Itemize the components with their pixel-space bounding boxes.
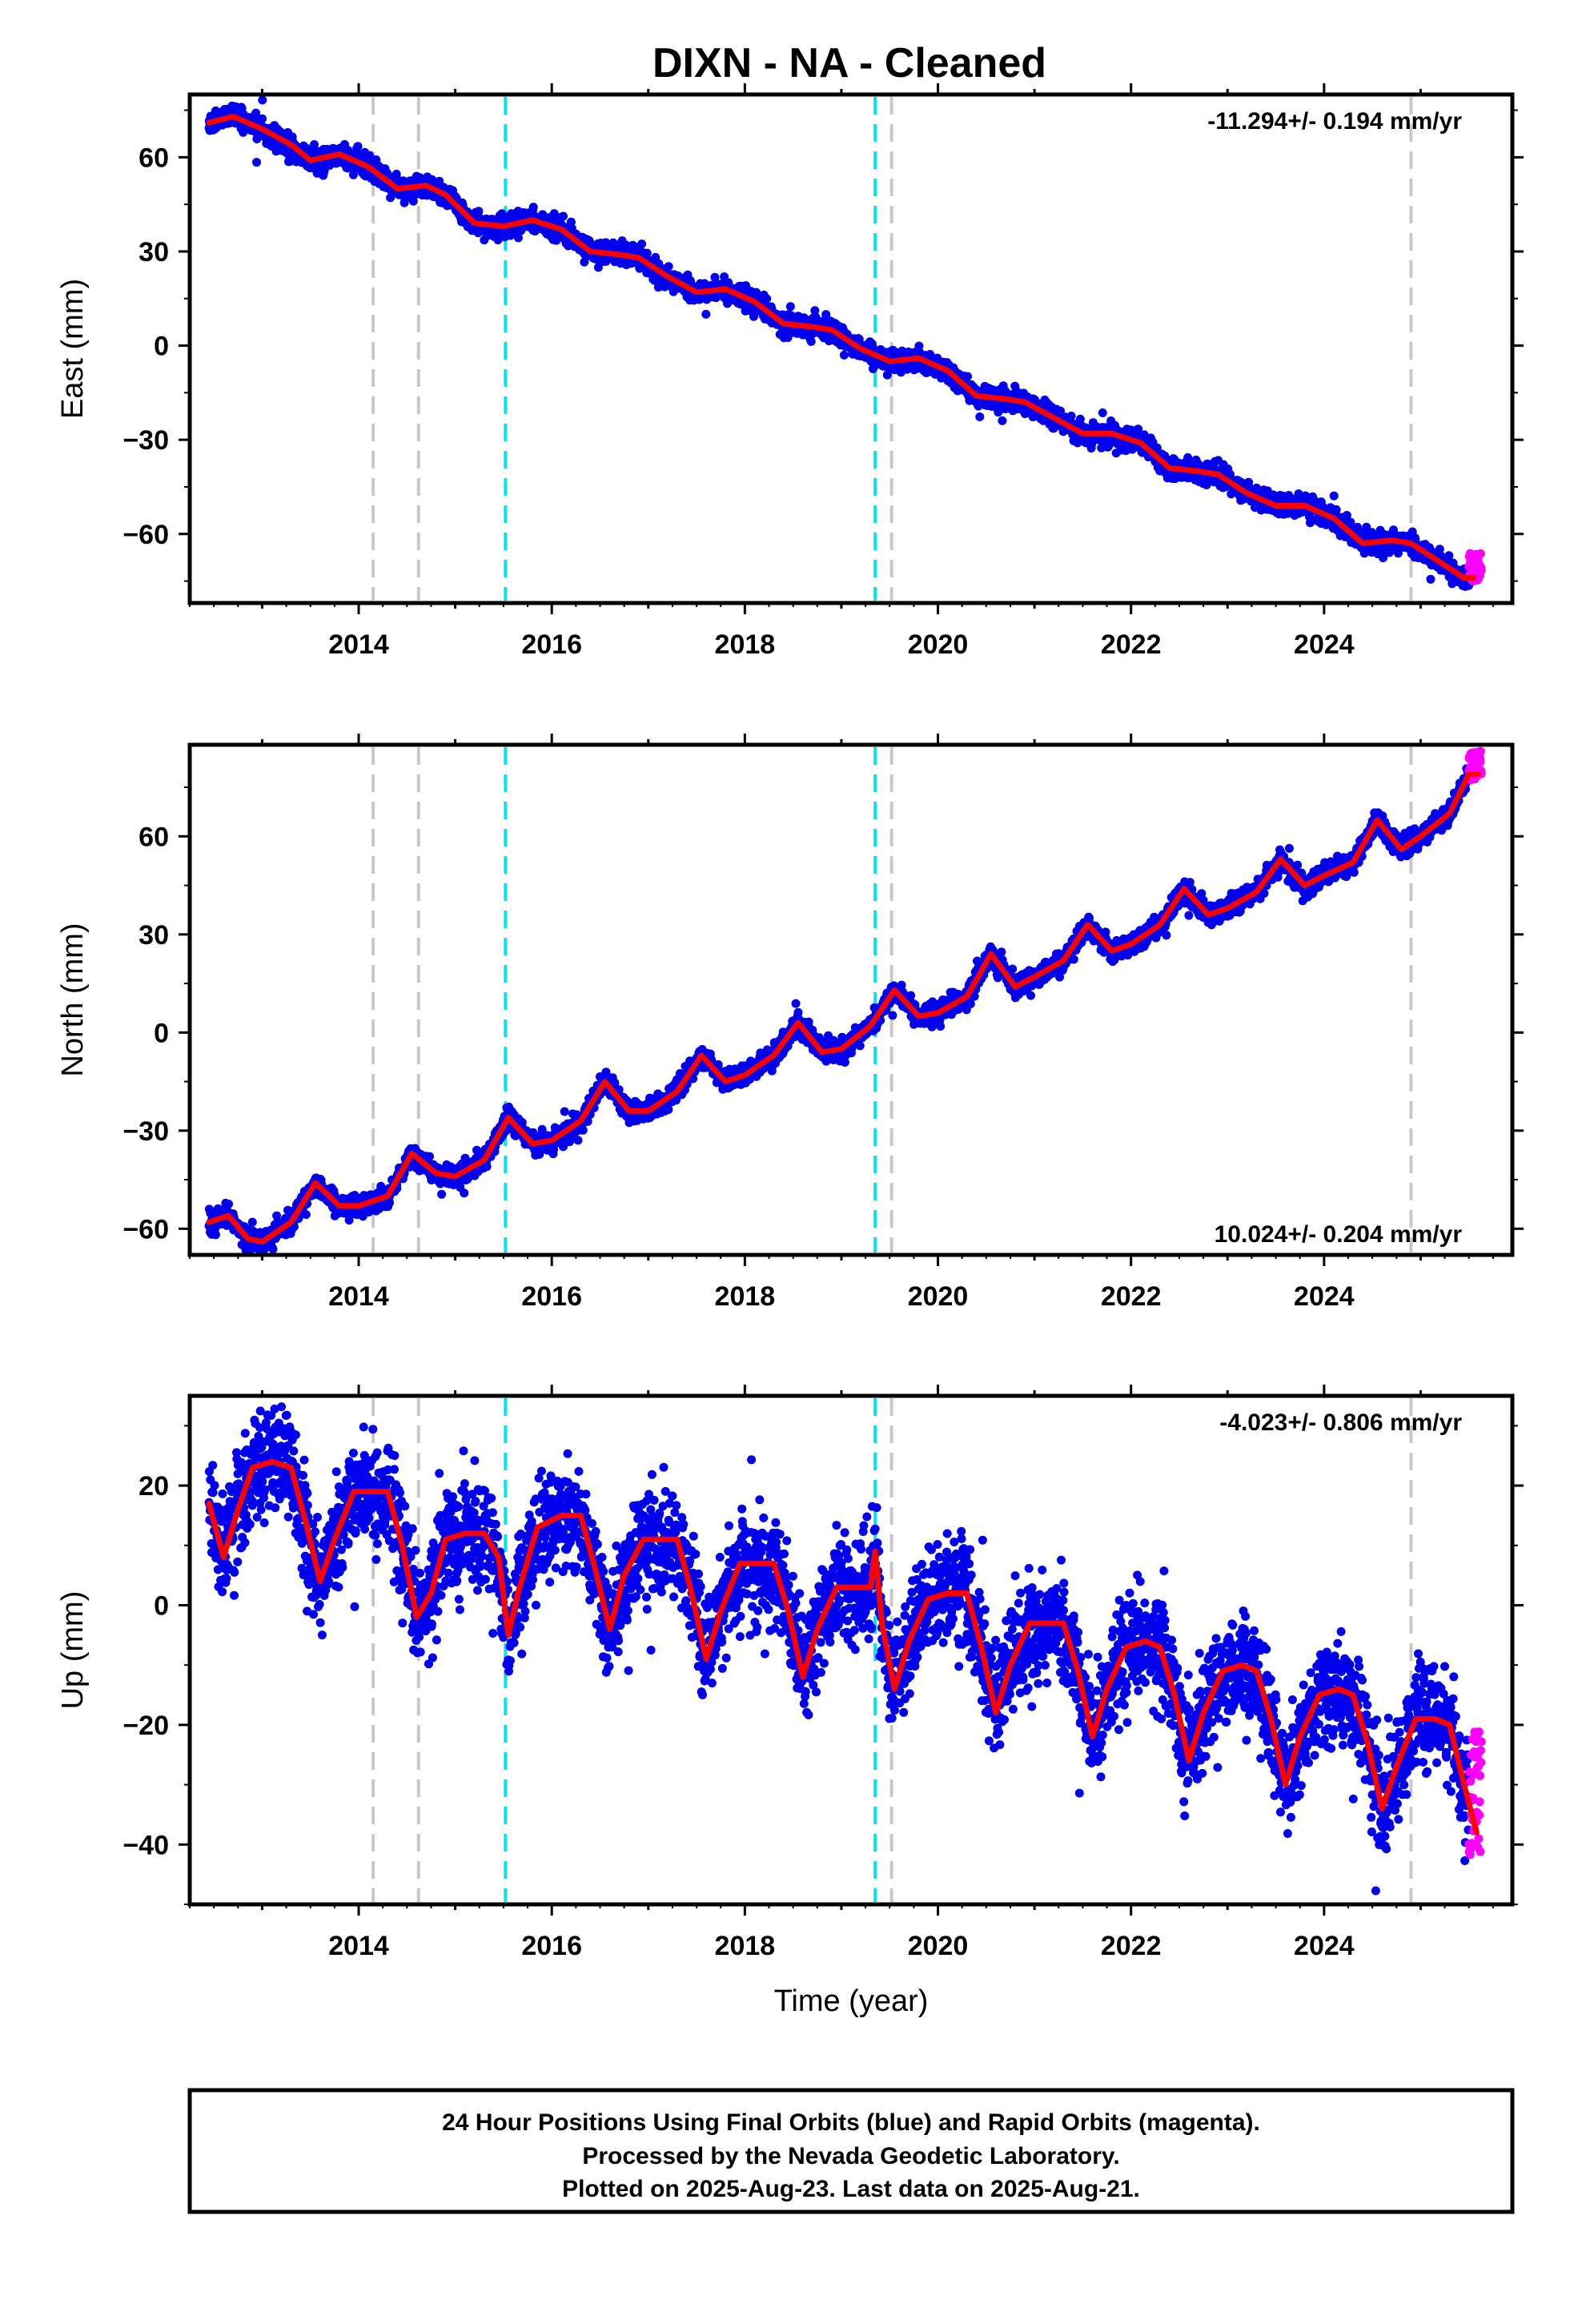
y-axis-label: East (mm) (56, 279, 90, 419)
y-tick-label: 0 (154, 332, 169, 362)
x-tick-label: 2014 (328, 629, 389, 660)
data-point-final-orbit (559, 211, 568, 221)
data-point-final-orbit (224, 1200, 233, 1208)
data-point-final-orbit (1066, 412, 1076, 420)
panels-group: 2014 2016 2018 2020 2022 2024 −60 −30 0 30 60 East … (56, 83, 1524, 2018)
data-point-final-orbit (963, 372, 973, 381)
x-tick-label: 2016 (521, 629, 582, 660)
data-point-rapid-orbit (1476, 565, 1486, 575)
data-point-final-orbit (513, 233, 523, 243)
data-point-final-orbit (839, 350, 849, 360)
panel-frame (187, 92, 1515, 605)
data-point-final-orbit (1134, 424, 1143, 434)
x-tick-label: 2018 (715, 629, 776, 660)
data-point-rapid-orbit (1476, 549, 1485, 558)
data-point-final-orbit (258, 95, 267, 105)
data-point-final-orbit (701, 309, 711, 319)
data-point-final-orbit (528, 203, 538, 212)
data-point-final-orbit (353, 142, 363, 151)
panel-east: 2014 2016 2018 2020 2022 2024 −60 −30 0 30 60 East … (56, 83, 1524, 660)
data-point-final-orbit (1426, 574, 1435, 584)
y-tick-label: 30 (139, 237, 169, 267)
data-point-final-orbit (1329, 491, 1339, 501)
data-point-final-orbit (258, 114, 267, 123)
data-point-final-orbit (474, 207, 484, 216)
y-tick-label: −60 (122, 520, 169, 550)
data-points (204, 95, 1486, 591)
data-point-final-orbit (975, 412, 985, 421)
data-point-final-orbit (211, 1230, 220, 1240)
data-point-final-orbit (1075, 414, 1085, 424)
data-point-final-orbit (1098, 408, 1107, 417)
data-point-final-orbit (637, 239, 647, 249)
x-tick-label: 2022 (1101, 629, 1162, 660)
data-point-final-orbit (1389, 525, 1398, 535)
data-point-final-orbit (785, 302, 795, 312)
data-point-final-orbit (301, 1210, 311, 1220)
data-point-final-orbit (251, 108, 261, 118)
data-points (204, 746, 1486, 1255)
x-tick-label: 2024 (1294, 629, 1355, 660)
data-point-final-orbit (664, 262, 673, 271)
data-point-final-orbit (1379, 553, 1388, 563)
data-point-final-orbit (268, 1244, 278, 1254)
data-point-final-orbit (810, 306, 820, 316)
x-tick-label: 2020 (908, 629, 969, 660)
rate-label: -11.294+/- 0.194 mm/yr (1207, 108, 1462, 135)
data-point-final-orbit (247, 1217, 257, 1227)
data-point-final-orbit (1331, 505, 1341, 514)
figure-title: DIXN - NA - Cleaned (652, 40, 1046, 86)
data-point-final-orbit (566, 217, 576, 227)
y-tick-label: −30 (122, 425, 169, 456)
data-point-final-orbit (806, 337, 816, 346)
fit-line (206, 113, 1477, 581)
data-point-final-orbit (642, 248, 652, 258)
data-point-final-orbit (310, 140, 319, 149)
data-point-final-orbit (1444, 551, 1454, 561)
data-point-final-orbit (998, 416, 1007, 425)
data-point-final-orbit (252, 158, 261, 167)
panel-north: 2014 2016 2018 2020 2022 2024−60−3003060North… (56, 734, 1524, 1312)
data-point-final-orbit (762, 294, 772, 304)
y-tick-label: 60 (139, 143, 169, 173)
